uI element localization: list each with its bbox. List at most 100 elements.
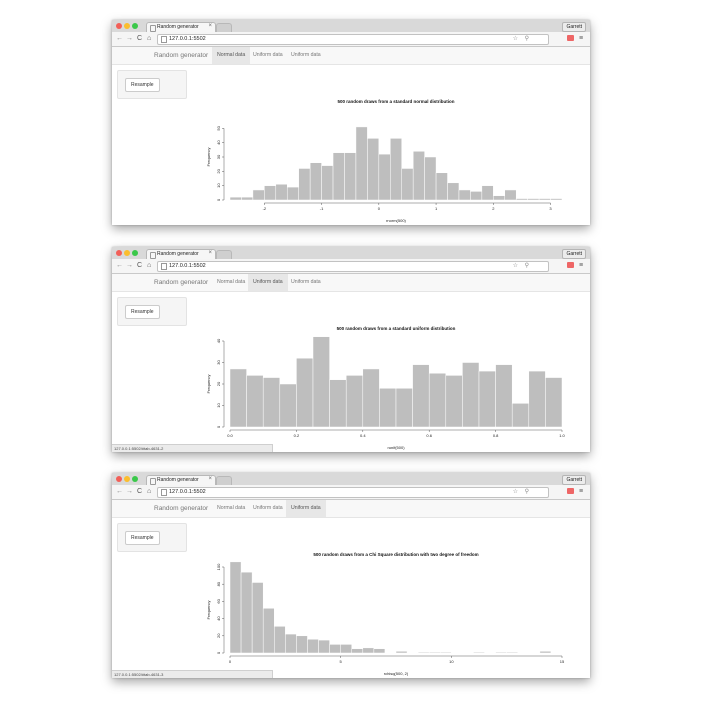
histogram-bar [229, 368, 247, 428]
back-icon[interactable]: ← [116, 488, 123, 495]
histogram-bar [274, 626, 286, 654]
histogram-bar [345, 375, 364, 428]
minimize-window-icon[interactable] [124, 476, 130, 482]
close-window-icon[interactable] [116, 476, 122, 482]
app-brand[interactable]: Random generator [154, 52, 209, 59]
y-tick-label: 30 [216, 154, 221, 159]
app-brand[interactable]: Random generator [154, 279, 209, 286]
extension-icon[interactable] [567, 35, 574, 41]
histogram-bar [296, 357, 314, 428]
x-tick-label: 0 [378, 206, 381, 211]
close-tab-icon[interactable]: × [208, 250, 212, 256]
forward-icon[interactable]: → [126, 262, 133, 269]
y-tick-label: 10 [216, 183, 221, 188]
tab-uniform-data[interactable]: Uniform data [253, 52, 283, 58]
minimize-window-icon[interactable] [124, 250, 130, 256]
x-axis-label: rnorm(500) [386, 218, 406, 223]
y-tick-label: 10 [216, 403, 221, 408]
minimize-window-icon[interactable] [124, 23, 130, 29]
resample-button[interactable]: Resample [125, 305, 160, 319]
url-input[interactable]: 127.0.0.1:5502 ☆ ⚲ [157, 34, 549, 45]
browser-window-2: Random generator × Garrett ← → C ⌂ 127.0… [112, 247, 590, 452]
tab-normal-data[interactable]: Normal data [212, 47, 251, 64]
y-tick-label: 40 [216, 140, 221, 145]
url-input[interactable]: 127.0.0.1:5502 ☆ ⚲ [157, 261, 549, 272]
bookmark-star-icon[interactable]: ☆ [512, 263, 518, 269]
menu-icon[interactable]: ≡ [579, 488, 584, 495]
histogram-bar [470, 191, 483, 201]
app-brand[interactable]: Random generator [154, 505, 209, 512]
close-tab-icon[interactable]: × [208, 476, 212, 482]
x-tick-label: 10 [449, 659, 454, 664]
home-icon[interactable]: ⌂ [147, 35, 152, 42]
page-icon [150, 252, 156, 259]
url-input[interactable]: 127.0.0.1:5502 ☆ ⚲ [157, 487, 549, 498]
new-tab-button[interactable] [216, 250, 232, 259]
close-window-icon[interactable] [116, 250, 122, 256]
tab-normal-data[interactable]: Normal data [217, 279, 246, 285]
histogram-bar [329, 644, 341, 654]
user-profile-button[interactable]: Garrett [562, 475, 586, 485]
histogram-bar [367, 138, 380, 201]
user-profile-button[interactable]: Garrett [562, 22, 586, 32]
home-icon[interactable]: ⌂ [147, 488, 152, 495]
histogram-bar [495, 364, 513, 428]
tab-uniform-data-2[interactable]: Uniform data [286, 500, 326, 517]
home-icon[interactable]: ⌂ [147, 262, 152, 269]
back-icon[interactable]: ← [116, 35, 123, 42]
forward-icon[interactable]: → [126, 35, 133, 42]
histogram-bar [481, 185, 494, 201]
back-icon[interactable]: ← [116, 262, 123, 269]
tab-normal-data[interactable]: Normal data [217, 505, 246, 511]
y-tick-label: 60 [216, 598, 221, 603]
browser-tab[interactable]: Random generator × [146, 249, 216, 260]
maximize-window-icon[interactable] [132, 23, 138, 29]
reload-icon[interactable]: C [137, 35, 143, 42]
x-tick-label: 0.4 [360, 433, 366, 438]
tab-uniform-data-2[interactable]: Uniform data [291, 279, 321, 285]
menu-icon[interactable]: ≡ [579, 262, 584, 269]
new-tab-button[interactable] [216, 476, 232, 485]
resample-button[interactable]: Resample [125, 78, 160, 92]
y-tick-label: 100 [216, 563, 221, 570]
y-axis-label: Frequency [206, 601, 211, 620]
histogram-bar [493, 195, 506, 201]
histogram-bar [440, 651, 452, 654]
address-bar: ← → C ⌂ 127.0.0.1:5502 ☆ ⚲ ≡ [112, 32, 590, 47]
tab-uniform-data-2[interactable]: Uniform data [291, 52, 321, 58]
histogram-bar [428, 651, 441, 654]
histogram-chart: 500 random draws from a Chi Square distr… [206, 552, 565, 676]
extension-icon[interactable] [567, 262, 574, 268]
maximize-window-icon[interactable] [132, 476, 138, 482]
close-tab-icon[interactable]: × [208, 23, 212, 29]
reload-icon[interactable]: C [137, 488, 143, 495]
tab-strip: Random generator × Garrett [112, 247, 590, 260]
x-tick-label: 15 [560, 659, 565, 664]
browser-tab[interactable]: Random generator × [146, 22, 216, 33]
resample-button[interactable]: Resample [125, 531, 160, 545]
close-window-icon[interactable] [116, 23, 122, 29]
new-tab-button[interactable] [216, 23, 232, 32]
bookmark-star-icon[interactable]: ☆ [512, 489, 518, 495]
tab-uniform-data[interactable]: Uniform data [248, 274, 288, 291]
sidebar-panel: Resample [117, 523, 187, 552]
browser-tab[interactable]: Random generator × [146, 475, 216, 486]
histogram-bar [378, 153, 391, 201]
search-icon[interactable]: ⚲ [524, 263, 529, 269]
x-tick-label: 3 [549, 206, 552, 211]
tab-uniform-data[interactable]: Uniform data [253, 505, 283, 511]
x-tick-label: 1.0 [559, 433, 565, 438]
extension-icon[interactable] [567, 488, 574, 494]
bookmark-star-icon[interactable]: ☆ [512, 36, 518, 42]
search-icon[interactable]: ⚲ [524, 489, 529, 495]
histogram-bar [279, 383, 297, 428]
histogram-bar [318, 639, 330, 654]
reload-icon[interactable]: C [137, 262, 143, 269]
menu-icon[interactable]: ≡ [579, 35, 584, 42]
user-profile-button[interactable]: Garrett [562, 249, 586, 259]
histogram-bar [275, 183, 288, 201]
maximize-window-icon[interactable] [132, 250, 138, 256]
search-icon[interactable]: ⚲ [524, 36, 529, 42]
forward-icon[interactable]: → [126, 488, 133, 495]
x-tick-label: 1 [435, 206, 438, 211]
